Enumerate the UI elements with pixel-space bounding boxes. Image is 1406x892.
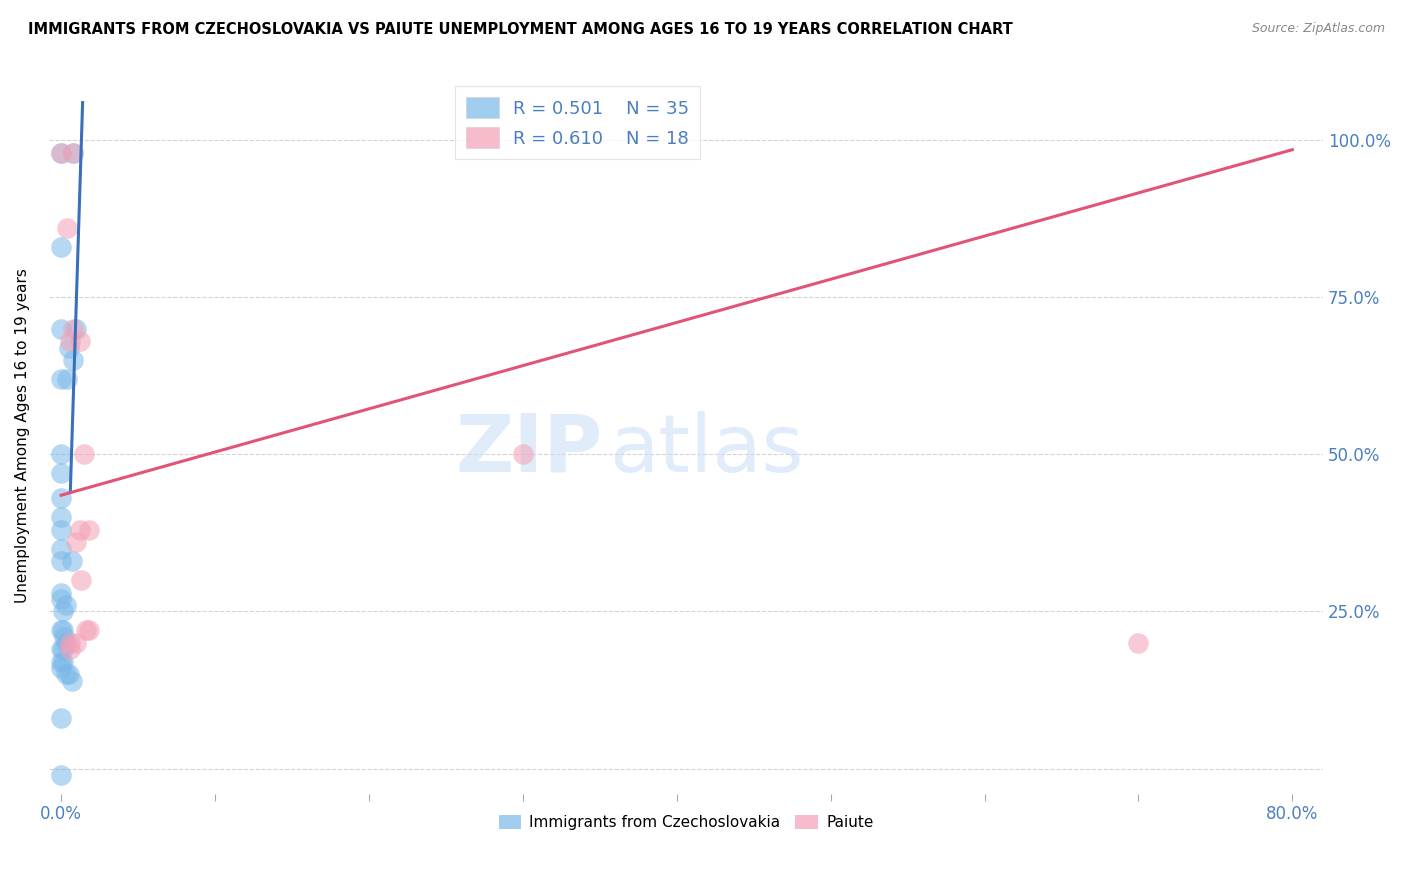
- Y-axis label: Unemployment Among Ages 16 to 19 years: Unemployment Among Ages 16 to 19 years: [15, 268, 30, 603]
- Point: [49, 322, 72, 336]
- Point: [62, 145, 84, 160]
- Text: Source: ZipAtlas.com: Source: ZipAtlas.com: [1251, 22, 1385, 36]
- Point: [77, 523, 100, 537]
- Point: [75, 624, 97, 638]
- Point: [55, 667, 77, 681]
- Point: [49, 372, 72, 386]
- Text: atlas: atlas: [609, 411, 804, 489]
- Point: [49, 585, 72, 599]
- Point: [60, 673, 83, 688]
- Point: [49, 591, 72, 606]
- Point: [52, 655, 75, 669]
- Point: [59, 636, 82, 650]
- Point: [49, 711, 72, 725]
- Point: [58, 341, 80, 355]
- Point: [49, 467, 72, 481]
- Point: [52, 624, 75, 638]
- Point: [52, 605, 75, 619]
- Point: [62, 353, 84, 368]
- Point: [62, 322, 84, 336]
- Point: [73, 447, 96, 461]
- Point: [512, 447, 534, 461]
- Point: [56, 372, 79, 386]
- Text: IMMIGRANTS FROM CZECHOSLOVAKIA VS PAIUTE UNEMPLOYMENT AMONG AGES 16 TO 19 YEARS : IMMIGRANTS FROM CZECHOSLOVAKIA VS PAIUTE…: [28, 22, 1012, 37]
- Point: [49, 240, 72, 254]
- Point: [49, 554, 72, 568]
- Point: [62, 145, 84, 160]
- Point: [49, 541, 72, 556]
- Point: [49, 655, 72, 669]
- Point: [49, 642, 72, 657]
- Point: [59, 642, 82, 657]
- Point: [65, 535, 87, 549]
- Point: [69, 334, 91, 349]
- Point: [49, 768, 72, 782]
- Point: [59, 334, 82, 349]
- Point: [49, 661, 72, 675]
- Point: [56, 221, 79, 235]
- Legend: R = 0.501    N = 35, R = 0.610    N = 18: R = 0.501 N = 35, R = 0.610 N = 18: [456, 87, 700, 159]
- Point: [52, 642, 75, 657]
- Point: [49, 145, 72, 160]
- Point: [55, 598, 77, 612]
- Point: [58, 667, 80, 681]
- Point: [49, 145, 72, 160]
- Point: [69, 523, 91, 537]
- Point: [49, 624, 72, 638]
- Point: [77, 624, 100, 638]
- Point: [49, 447, 72, 461]
- Point: [49, 510, 72, 524]
- Point: [65, 636, 87, 650]
- Point: [60, 554, 83, 568]
- Text: ZIP: ZIP: [456, 411, 603, 489]
- Point: [70, 573, 93, 587]
- Point: [49, 491, 72, 506]
- Point: [53, 630, 76, 644]
- Point: [1128, 636, 1150, 650]
- Point: [49, 523, 72, 537]
- Point: [55, 636, 77, 650]
- Point: [65, 322, 87, 336]
